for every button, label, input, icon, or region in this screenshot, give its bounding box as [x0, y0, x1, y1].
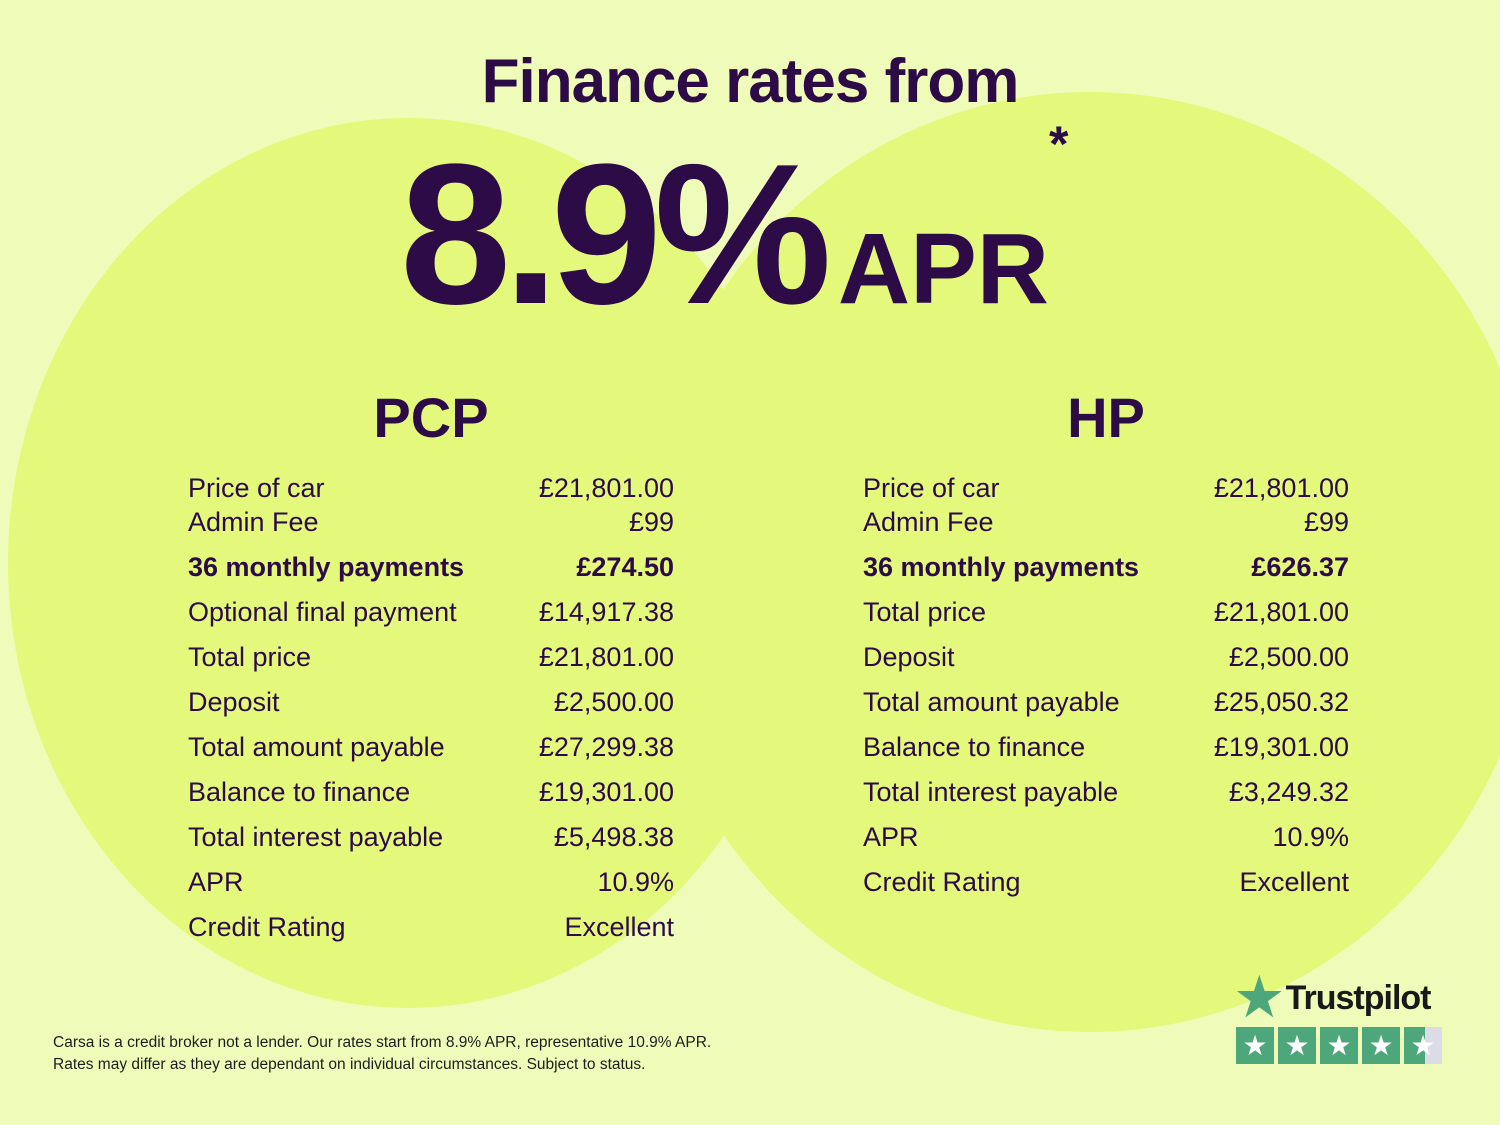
table-row: Price of car £21,801.00: [863, 470, 1349, 504]
row-label: 36 monthly payments: [188, 552, 465, 582]
table-row: 36 monthly payments £626.37: [863, 549, 1349, 594]
row-value: £21,801.00: [538, 642, 674, 672]
row-label: Deposit: [863, 642, 955, 672]
row-value: £19,301.00: [538, 777, 674, 807]
table-row: Total price £21,801.00: [188, 639, 674, 684]
row-label: Total interest payable: [188, 822, 444, 852]
row-label: Credit Rating: [188, 912, 346, 942]
table-row: Deposit £2,500.00: [863, 639, 1349, 684]
row-label: Price of car: [188, 473, 325, 503]
table-row: Deposit £2,500.00: [188, 684, 674, 729]
row-label: Balance to finance: [863, 732, 1086, 762]
table-row: Optional final payment £14,917.38: [188, 594, 674, 639]
table-row: Balance to finance £19,301.00: [863, 729, 1349, 774]
row-label: Price of car: [863, 473, 1000, 503]
row-label: Admin Fee: [863, 507, 994, 537]
trustpilot-rating: ★ ★ ★ ★ ★: [1236, 1027, 1442, 1064]
rating-star-icon: ★: [1404, 1027, 1442, 1064]
disclaimer-line: Carsa is a credit broker not a lender. O…: [53, 1034, 712, 1051]
disclaimer: Carsa is a credit broker not a lender. O…: [53, 1032, 711, 1076]
row-value: £99: [1303, 507, 1349, 537]
row-label: Credit Rating: [863, 867, 1021, 897]
row-value: £2,500.00: [1228, 642, 1349, 672]
disclaimer-line: Rates may differ as they are dependant o…: [53, 1056, 646, 1073]
row-value: £3,249.32: [1228, 777, 1349, 807]
row-value: Excellent: [564, 912, 674, 942]
row-value: £2,500.00: [553, 687, 674, 717]
rating-star-icon: ★: [1320, 1027, 1358, 1064]
rate-asterisk: *: [1049, 116, 1069, 172]
rate-display: 8.9% APR*: [400, 116, 1068, 350]
table-row: Admin Fee £99: [188, 504, 674, 549]
row-value: £21,801.00: [1213, 597, 1349, 627]
table-row: Price of car £21,801.00: [188, 470, 674, 504]
trustpilot-badge: ★ Trustpilot ★ ★ ★ ★ ★: [1236, 969, 1442, 1064]
row-value: £274.50: [576, 552, 674, 582]
star-icon: ★: [1236, 969, 1283, 1027]
table-row: Total price £21,801.00: [863, 594, 1349, 639]
row-label: Total amount payable: [863, 687, 1120, 717]
row-label: Balance to finance: [188, 777, 411, 807]
row-value: £5,498.38: [553, 822, 674, 852]
table-row: Credit Rating Excellent: [188, 909, 674, 954]
rate-value: 8.9%: [400, 123, 832, 346]
row-value: £626.37: [1251, 552, 1349, 582]
table-row: Total amount payable £25,050.32: [863, 684, 1349, 729]
row-label: Total price: [188, 642, 312, 672]
row-value: £25,050.32: [1213, 687, 1349, 717]
hp-table: HP Price of car £21,801.00 Admin Fee £99 36 …: [863, 385, 1349, 909]
hp-heading: HP: [1067, 386, 1145, 449]
row-label: 36 monthly payments: [863, 552, 1140, 582]
row-value: £21,801.00: [1213, 473, 1349, 503]
trustpilot-name: Trustpilot: [1285, 978, 1432, 1017]
row-value: 10.9%: [597, 867, 674, 897]
table-row: Total interest payable £5,498.38: [188, 819, 674, 864]
rate-unit: APR: [837, 213, 1049, 325]
row-label: Optional final payment: [188, 597, 457, 627]
pcp-table: PCP Price of car £21,801.00 Admin Fee £99 36…: [188, 385, 674, 954]
row-value: Excellent: [1239, 867, 1349, 897]
row-value: £14,917.38: [538, 597, 674, 627]
row-label: Deposit: [188, 687, 280, 717]
table-row: 36 monthly payments £274.50: [188, 549, 674, 594]
row-label: Total interest payable: [863, 777, 1119, 807]
row-label: APR: [863, 822, 919, 852]
table-row: Total amount payable £27,299.38: [188, 729, 674, 774]
row-label: Total amount payable: [188, 732, 445, 762]
row-value: 10.9%: [1272, 822, 1349, 852]
table-row: APR 10.9%: [863, 819, 1349, 864]
rating-star-icon: ★: [1236, 1027, 1274, 1064]
decorative-circle-right: [640, 92, 1500, 1032]
row-label: APR: [188, 867, 244, 897]
headline: Finance rates from: [481, 47, 1020, 116]
table-row: Total interest payable £3,249.32: [863, 774, 1349, 819]
row-value: £99: [628, 507, 674, 537]
table-row: APR 10.9%: [188, 864, 674, 909]
row-value: £21,801.00: [538, 473, 674, 503]
table-row: Admin Fee £99: [863, 504, 1349, 549]
row-label: Admin Fee: [188, 507, 319, 537]
rating-star-icon: ★: [1278, 1027, 1316, 1064]
pcp-heading: PCP: [373, 386, 489, 449]
table-row: Credit Rating Excellent: [863, 864, 1349, 909]
row-value: £19,301.00: [1213, 732, 1349, 762]
rating-star-icon: ★: [1362, 1027, 1400, 1064]
row-label: Total price: [863, 597, 987, 627]
row-value: £27,299.38: [538, 732, 674, 762]
table-row: Balance to finance £19,301.00: [188, 774, 674, 819]
